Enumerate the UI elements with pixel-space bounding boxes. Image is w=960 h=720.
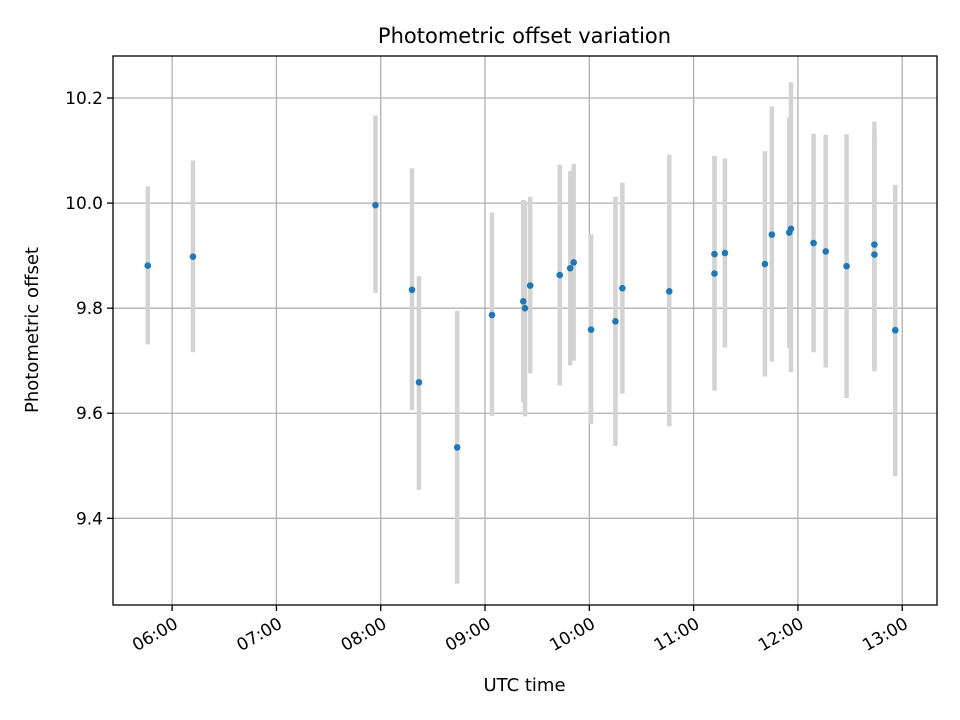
data-point [761,260,769,268]
data-point [711,250,718,258]
y-tick-label: 9.6 [76,404,103,424]
data-point [144,262,152,269]
y-tick-label: 10.0 [65,194,103,214]
data-point [891,326,899,334]
data-point [810,239,817,247]
data-point [526,282,534,289]
data-point [488,311,496,319]
data-point [566,264,574,272]
data-point [665,288,673,295]
y-axis-title: Photometric offset [22,247,43,413]
data-point [711,270,718,277]
data-point [556,271,564,279]
data-point [570,259,577,266]
data-point [453,444,461,451]
data-point [372,201,379,209]
data-point [871,251,878,258]
data-point [768,231,776,238]
data-point [189,253,197,260]
chart-title: Photometric offset variation [378,24,671,48]
data-points [144,201,899,451]
data-point [787,225,795,233]
x-axis-title: UTC time [483,675,565,696]
y-tick-label: 10.2 [65,89,103,109]
data-point [408,286,416,294]
data-point [721,249,729,257]
plot-area-frame [112,55,938,606]
data-point [822,248,830,255]
data-point [612,318,619,325]
data-point [871,241,878,248]
data-point [521,304,529,312]
y-tick-label: 9.8 [76,299,103,319]
data-point [619,284,626,292]
y-tick-label: 9.4 [76,509,103,529]
data-point [587,326,595,334]
data-point [519,298,527,305]
data-point [843,262,850,270]
data-point [415,378,423,386]
